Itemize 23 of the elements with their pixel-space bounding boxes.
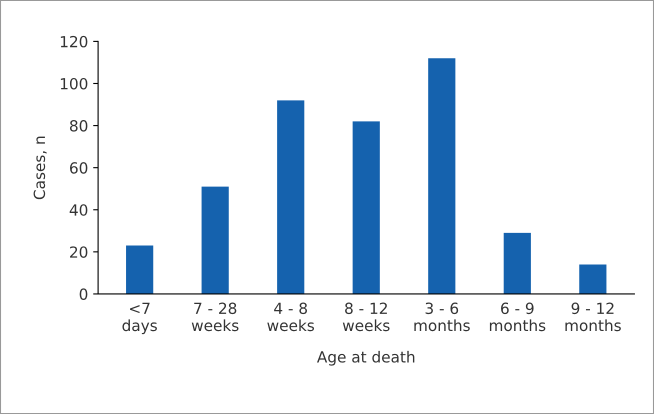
y-axis-title: Cases, n xyxy=(34,136,47,200)
x-tick-label: 8 - 12 weeks xyxy=(342,302,390,332)
y-tick-label: 100 xyxy=(60,78,88,90)
y-tick-label: 80 xyxy=(70,120,88,132)
bar xyxy=(579,264,606,294)
x-tick-label: <7 days xyxy=(122,302,157,334)
bar xyxy=(126,246,154,294)
y-tick-label: 20 xyxy=(70,246,88,258)
x-tick-label: 9 - 12 months xyxy=(565,302,621,332)
bar xyxy=(277,100,304,294)
y-tick-label: 0 xyxy=(80,288,88,300)
bar xyxy=(202,186,229,294)
x-tick-label: 3 - 6 months xyxy=(414,302,470,332)
x-tick-label: 4 - 8 weeks xyxy=(267,302,314,332)
x-tick-label: 7 - 28 weeks xyxy=(192,302,238,332)
x-axis-title: Age at death xyxy=(316,350,414,366)
bar xyxy=(352,121,380,294)
y-tick-label: 60 xyxy=(70,162,88,174)
bar xyxy=(504,232,531,294)
x-tick-label: 6 - 9 months xyxy=(490,302,546,332)
y-tick-label: 120 xyxy=(60,36,88,48)
bar xyxy=(428,58,456,294)
y-tick-label: 40 xyxy=(70,204,88,216)
